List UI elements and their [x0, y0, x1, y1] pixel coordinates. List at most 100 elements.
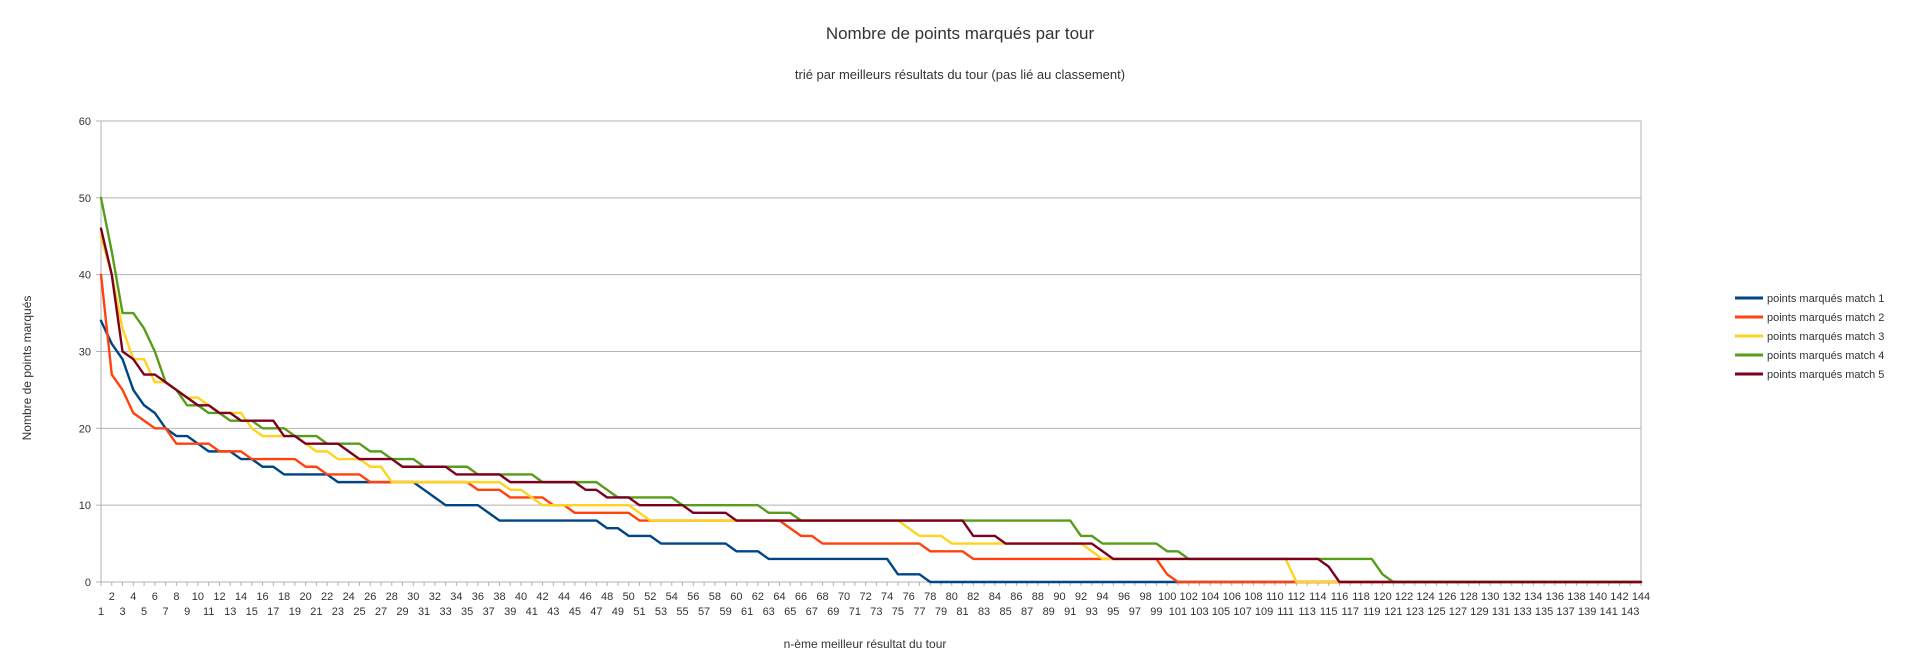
x-tick-label: 42 — [536, 591, 548, 603]
x-tick-label: 138 — [1567, 591, 1585, 603]
x-tick-label: 92 — [1075, 591, 1087, 603]
x-tick-label: 119 — [1363, 606, 1381, 618]
x-tick-label: 118 — [1352, 591, 1370, 603]
series-line-2 — [99, 273, 1643, 584]
x-tick-label: 77 — [913, 606, 925, 618]
x-tick-label: 128 — [1460, 591, 1478, 603]
x-tick-label: 36 — [472, 591, 484, 603]
x-tick-label: 78 — [924, 591, 936, 603]
x-tick-label: 88 — [1032, 591, 1044, 603]
series-line-4 — [99, 196, 1643, 584]
x-tick-label: 132 — [1503, 591, 1521, 603]
x-tick-label: 61 — [741, 606, 753, 618]
x-tick-label: 8 — [173, 591, 179, 603]
x-tick-label: 24 — [343, 591, 355, 603]
x-tick-label: 102 — [1180, 591, 1198, 603]
x-tick-label: 91 — [1064, 606, 1076, 618]
x-tick-label: 110 — [1266, 591, 1284, 603]
x-tick-label: 98 — [1139, 591, 1151, 603]
x-tick-label: 57 — [698, 606, 710, 618]
legend-label-2: points marqués match 2 — [1767, 312, 1884, 324]
x-tick-label: 17 — [267, 606, 279, 618]
x-tick-label: 83 — [978, 606, 990, 618]
x-tick-label: 44 — [558, 591, 570, 603]
x-tick-label: 72 — [859, 591, 871, 603]
x-tick-label: 117 — [1341, 606, 1359, 618]
x-tick-label: 123 — [1406, 606, 1424, 618]
series-line-3 — [99, 235, 1643, 584]
x-tick-label: 70 — [838, 591, 850, 603]
x-tick-label: 141 — [1600, 606, 1618, 618]
x-tick-label: 94 — [1096, 591, 1108, 603]
x-tick-label: 34 — [450, 591, 462, 603]
legend-label-3: points marqués match 3 — [1767, 331, 1884, 343]
x-tick-label: 113 — [1298, 606, 1316, 618]
x-tick-label: 38 — [493, 591, 505, 603]
x-tick-label: 2 — [109, 591, 115, 603]
x-tick-label: 143 — [1621, 606, 1639, 618]
x-tick-label: 87 — [1021, 606, 1033, 618]
x-tick-label: 11 — [203, 606, 214, 618]
x-tick-label: 79 — [935, 606, 947, 618]
x-tick-label: 26 — [364, 591, 376, 603]
y-tick-label: 20 — [79, 423, 91, 435]
x-tick-label: 4 — [130, 591, 136, 603]
x-tick-label: 104 — [1201, 591, 1219, 603]
x-tick-label: 103 — [1190, 606, 1208, 618]
y-tick-label: 40 — [79, 270, 91, 282]
x-tick-label: 10 — [192, 591, 204, 603]
x-tick-label: 122 — [1395, 591, 1413, 603]
x-tick-label: 120 — [1373, 591, 1391, 603]
x-tick-label: 37 — [483, 606, 495, 618]
chart-title: Nombre de points marqués par tour — [826, 24, 1095, 43]
x-tick-label: 58 — [709, 591, 721, 603]
x-tick-label: 48 — [601, 591, 613, 603]
x-tick-label: 32 — [429, 591, 441, 603]
x-tick-label: 55 — [676, 606, 688, 618]
x-tick-label: 7 — [163, 606, 169, 618]
x-tick-label: 125 — [1427, 606, 1445, 618]
x-tick-label: 47 — [590, 606, 602, 618]
x-tick-label: 49 — [612, 606, 624, 618]
x-tick-label: 89 — [1043, 606, 1055, 618]
x-tick-label: 64 — [773, 591, 785, 603]
x-tick-label: 107 — [1233, 606, 1251, 618]
x-tick-label: 13 — [224, 606, 236, 618]
x-tick-label: 114 — [1309, 591, 1327, 603]
x-tick-label: 67 — [806, 606, 818, 618]
x-tick-label: 106 — [1223, 591, 1241, 603]
x-tick-label: 41 — [526, 606, 538, 618]
x-tick-label: 12 — [213, 591, 225, 603]
x-tick-label: 45 — [569, 606, 581, 618]
x-tick-label: 51 — [633, 606, 645, 618]
x-tick-label: 133 — [1513, 606, 1531, 618]
x-tick-label: 66 — [795, 591, 807, 603]
x-tick-label: 21 — [310, 606, 322, 618]
x-tick-label: 90 — [1053, 591, 1065, 603]
x-tick-label: 40 — [515, 591, 527, 603]
x-tick-label: 85 — [999, 606, 1011, 618]
x-tick-label: 111 — [1277, 606, 1294, 618]
x-axis-title: n-ème meilleur résultat du tour — [784, 637, 947, 651]
x-tick-label: 109 — [1255, 606, 1273, 618]
x-tick-label: 30 — [407, 591, 419, 603]
x-tick-label: 124 — [1416, 591, 1434, 603]
x-tick-label: 62 — [752, 591, 764, 603]
x-tick-label: 3 — [119, 606, 125, 618]
legend-label-4: points marqués match 4 — [1767, 350, 1884, 362]
x-tick-label: 68 — [816, 591, 828, 603]
x-tick-label: 19 — [289, 606, 301, 618]
x-tick-label: 50 — [623, 591, 635, 603]
x-tick-label: 59 — [719, 606, 731, 618]
x-tick-label: 73 — [870, 606, 882, 618]
x-tick-label: 142 — [1610, 591, 1628, 603]
legend-label-1: points marqués match 1 — [1767, 293, 1884, 305]
x-tick-label: 121 — [1384, 606, 1402, 618]
x-tick-label: 22 — [321, 591, 333, 603]
x-tick-label: 46 — [579, 591, 591, 603]
x-tick-label: 71 — [849, 606, 861, 618]
x-tick-label: 35 — [461, 606, 473, 618]
x-tick-label: 23 — [332, 606, 344, 618]
gridlines — [100, 120, 1642, 583]
x-tick-label: 9 — [184, 606, 190, 618]
